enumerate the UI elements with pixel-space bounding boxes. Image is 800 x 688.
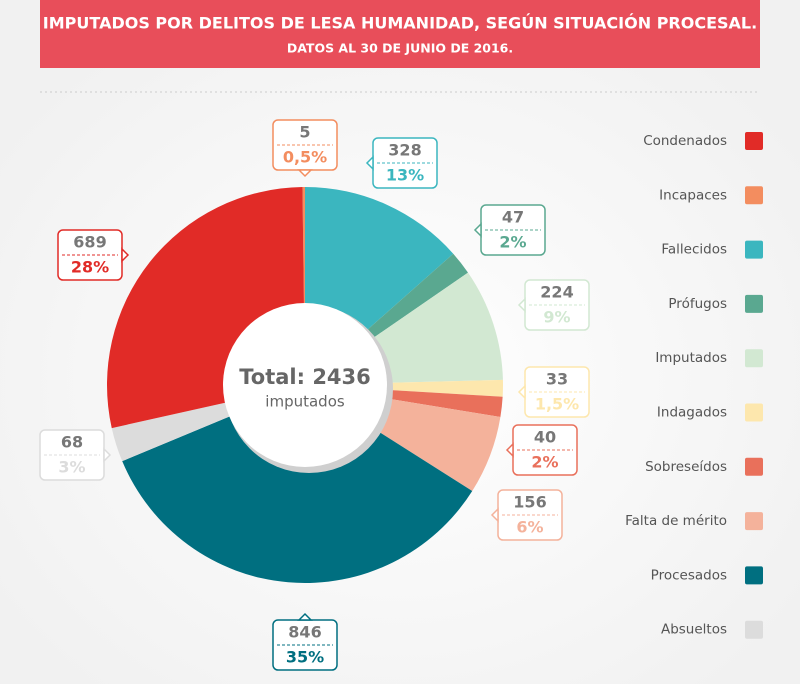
callout: 402% bbox=[505, 424, 578, 476]
callout-percent: 0,5% bbox=[283, 148, 327, 167]
callout-percent: 35% bbox=[286, 648, 324, 667]
center-disc bbox=[223, 303, 387, 467]
callout-pointer bbox=[121, 247, 130, 263]
center-sublabel: imputados bbox=[265, 393, 345, 411]
callout-percent: 2% bbox=[499, 233, 526, 252]
donut-slice bbox=[355, 394, 501, 491]
chart-title: IMPUTADOS POR DELITOS DE LESA HUMANIDAD,… bbox=[43, 14, 757, 33]
callout-pointer bbox=[103, 447, 112, 463]
legend-swatch bbox=[745, 512, 763, 531]
legend: Condenados Incapaces Fallecidos Prófugos Imp… bbox=[625, 132, 763, 639]
donut-slice bbox=[305, 187, 454, 346]
donut-slice bbox=[364, 379, 503, 397]
callout-pointer bbox=[517, 297, 526, 313]
legend-label: Falta de mérito bbox=[625, 513, 727, 529]
callout-pointer bbox=[517, 384, 526, 400]
callout-percent: 3% bbox=[58, 458, 85, 477]
legend-label: Sobreseídos bbox=[645, 459, 727, 475]
legend-swatch bbox=[745, 566, 763, 585]
donut-slice bbox=[107, 187, 305, 429]
legend-label: Procesados bbox=[651, 567, 727, 583]
legend-swatch bbox=[745, 240, 763, 259]
callout: 33 1,5% bbox=[517, 366, 590, 418]
legend-swatch bbox=[745, 132, 763, 150]
callout-percent: 28% bbox=[71, 258, 109, 277]
legend-swatch bbox=[745, 403, 763, 422]
legend-label: Prófugos bbox=[668, 296, 727, 312]
callout-value: 846 bbox=[288, 623, 321, 642]
callout-value: 33 bbox=[546, 370, 568, 389]
legend-label: Condenados bbox=[643, 133, 727, 149]
legend-label: Imputados bbox=[655, 350, 727, 366]
callout-pointer bbox=[490, 507, 499, 523]
donut-slice bbox=[364, 388, 503, 418]
legend-swatch bbox=[745, 457, 763, 476]
callout-value: 689 bbox=[73, 233, 106, 252]
chart-subtitle: DATOS AL 30 DE JUNIO DE 2016. bbox=[287, 41, 513, 56]
callout: 683% bbox=[39, 429, 112, 481]
callout-value: 68 bbox=[61, 433, 83, 452]
donut-slice bbox=[354, 272, 503, 384]
donut-slice bbox=[302, 187, 305, 326]
callout-percent: 6% bbox=[516, 518, 543, 537]
callout-pointer bbox=[505, 442, 514, 458]
center-label: Total: 2436 bbox=[239, 365, 371, 389]
callout-percent: 2% bbox=[531, 453, 558, 472]
callout: 5 0,5% bbox=[272, 119, 338, 178]
callout-value: 5 bbox=[299, 123, 310, 142]
callout-value: 224 bbox=[540, 283, 573, 302]
legend-swatch bbox=[745, 186, 763, 205]
legend-label: Absueltos bbox=[661, 622, 727, 638]
legend-swatch bbox=[745, 349, 763, 368]
callout-percent: 1,5% bbox=[535, 395, 579, 414]
callout-pointer bbox=[365, 155, 374, 171]
callout-value: 40 bbox=[534, 428, 556, 447]
callout-percent: 13% bbox=[386, 166, 424, 185]
callout-pointer bbox=[473, 222, 482, 238]
legend-label: Fallecidos bbox=[661, 242, 727, 258]
callout: 472% bbox=[473, 204, 546, 256]
legend-swatch bbox=[745, 294, 763, 313]
donut bbox=[107, 187, 503, 583]
callout-value: 47 bbox=[502, 208, 524, 227]
donut-slice bbox=[122, 408, 473, 583]
callout-pointer bbox=[297, 612, 313, 621]
legend-label: Incapaces bbox=[659, 187, 727, 203]
donut-slice bbox=[349, 253, 469, 351]
callout-value: 156 bbox=[513, 493, 546, 512]
legend-swatch bbox=[745, 620, 763, 639]
callout-pointer bbox=[297, 169, 313, 178]
callout-value: 328 bbox=[388, 141, 421, 160]
callout-percent: 9% bbox=[543, 308, 570, 327]
donut-slice bbox=[111, 398, 250, 462]
legend-label: Indagados bbox=[657, 405, 727, 421]
title-banner bbox=[40, 0, 760, 68]
